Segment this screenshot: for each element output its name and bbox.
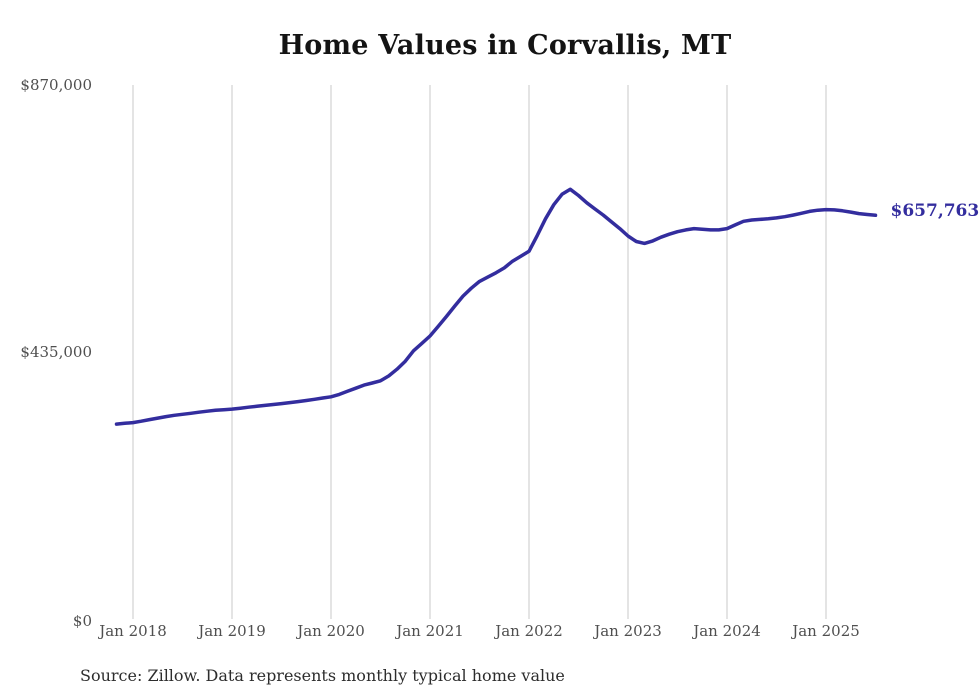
home-value-line xyxy=(114,187,878,426)
y-axis-tick-870000: $870,000 xyxy=(20,76,92,94)
x-axis-tick-jan-2023: Jan 2023 xyxy=(594,622,662,640)
x-axis-tick-jan-2018: Jan 2018 xyxy=(99,622,167,640)
x-axis-tick-jan-2024: Jan 2024 xyxy=(693,622,761,640)
source-note: Source: Zillow. Data represents monthly … xyxy=(80,666,565,685)
chart-title: Home Values in Corvallis, MT xyxy=(278,30,732,61)
x-axis-tick-jan-2022: Jan 2022 xyxy=(495,622,563,640)
x-axis-tick-jan-2021: Jan 2021 xyxy=(396,622,464,640)
x-axis-tick-jan-2025: Jan 2025 xyxy=(792,622,860,640)
y-axis-tick-0: $0 xyxy=(72,612,92,630)
x-axis-tick-jan-2019: Jan 2019 xyxy=(198,622,266,640)
latest-value-label: $657,763 xyxy=(890,201,980,222)
x-axis-tick-jan-2020: Jan 2020 xyxy=(297,622,365,640)
y-axis-tick-435000: $435,000 xyxy=(20,343,92,361)
